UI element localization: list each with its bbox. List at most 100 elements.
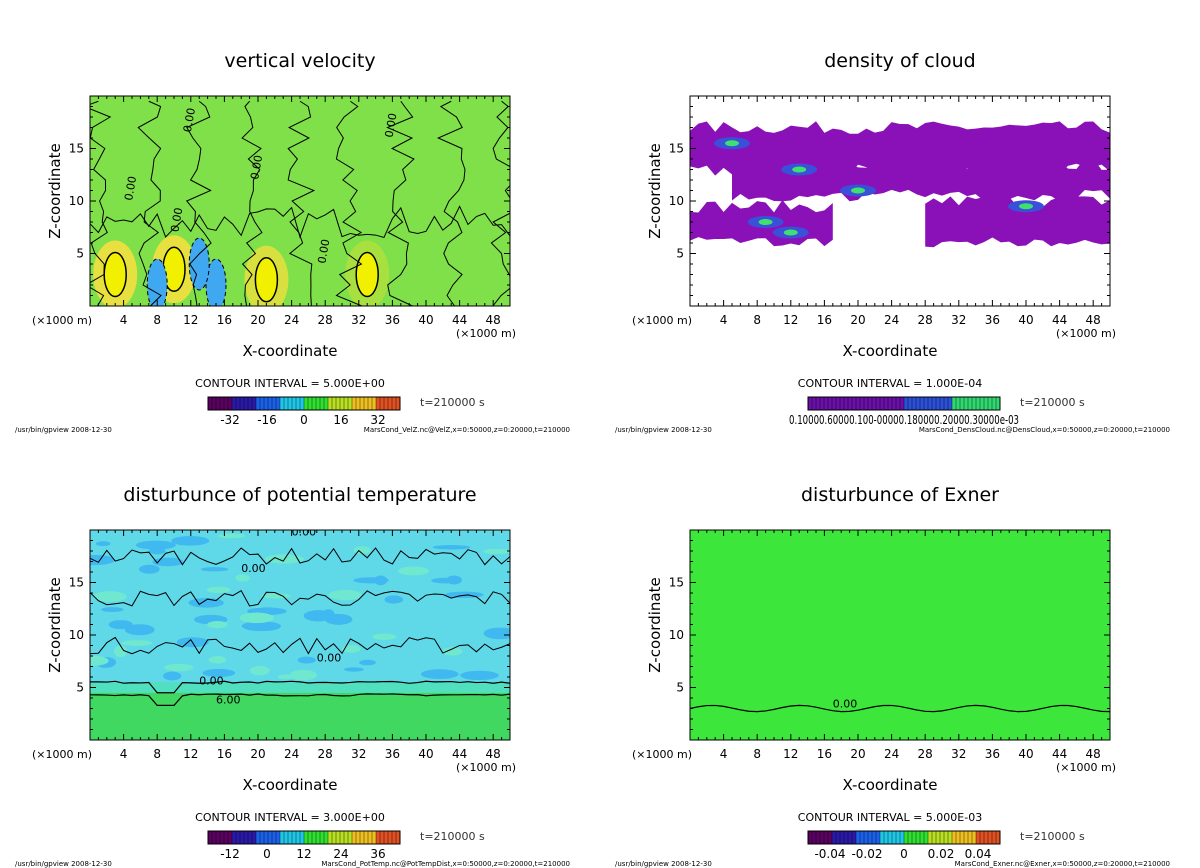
temperature-patch bbox=[92, 591, 127, 602]
temperature-patch bbox=[235, 574, 250, 582]
colorbar-cell bbox=[840, 831, 845, 844]
footer-right: MarsCond_DensCloud.nc@DensCloud,x=0:5000… bbox=[919, 426, 1170, 434]
temperature-patch bbox=[163, 671, 182, 681]
cloud-core-high bbox=[725, 140, 739, 147]
temperature-patch bbox=[372, 633, 397, 641]
colorbar-tick-label: 0.10000.60000.100-00000.180000.20000.300… bbox=[789, 413, 1019, 427]
colorbar-cell bbox=[824, 831, 829, 844]
colorbar-cell bbox=[216, 397, 221, 410]
colorbar-cell bbox=[232, 397, 237, 410]
temperature-patch bbox=[324, 613, 353, 625]
colorbar-cell bbox=[852, 831, 857, 844]
colorbar-cell bbox=[856, 831, 861, 844]
y-tick-label: 5 bbox=[76, 247, 84, 261]
colorbar-cell bbox=[316, 831, 321, 844]
x-tick-label: 20 bbox=[250, 747, 265, 761]
x-tick-label: 4 bbox=[720, 313, 728, 327]
colorbar-cell bbox=[396, 397, 401, 410]
colorbar-cell bbox=[376, 397, 381, 410]
x-tick-label: 8 bbox=[153, 313, 161, 327]
contour-line bbox=[287, 100, 316, 306]
colorbar-cell bbox=[348, 397, 353, 410]
colorbar-cell bbox=[880, 397, 885, 410]
x-tick-label: 24 bbox=[884, 313, 899, 327]
colorbar-cell bbox=[308, 831, 313, 844]
colorbar-cell bbox=[912, 397, 917, 410]
colorbar-cell bbox=[260, 397, 265, 410]
colorbar-cell bbox=[816, 397, 821, 410]
colorbar-cell bbox=[332, 397, 337, 410]
x-tick-label: 8 bbox=[753, 747, 761, 761]
colorbar-cell bbox=[328, 397, 333, 410]
colorbar-frame bbox=[807, 396, 1001, 411]
downdraft-cell bbox=[205, 258, 227, 306]
colorbar-cell bbox=[900, 831, 905, 844]
x-unit-right: (×1000 m) bbox=[1056, 327, 1116, 340]
colorbar-cell bbox=[276, 397, 281, 410]
colorbar-cell bbox=[232, 831, 237, 844]
contour-label: 0.00 bbox=[292, 525, 317, 538]
colorbar-cell bbox=[860, 831, 865, 844]
colorbar-cell bbox=[884, 397, 889, 410]
colorbar-cell bbox=[892, 831, 897, 844]
colorbar-cell bbox=[936, 831, 941, 844]
colorbar-tick-label: 32 bbox=[370, 413, 385, 427]
x-tick-label: 4 bbox=[720, 747, 728, 761]
colorbar-cell bbox=[812, 397, 817, 410]
colorbar-tick-label: 16 bbox=[333, 413, 348, 427]
x-tick-label: 28 bbox=[918, 313, 933, 327]
temperature-patch bbox=[328, 589, 362, 601]
temperature-patch bbox=[101, 607, 124, 612]
contour-label: 0.00 bbox=[241, 562, 266, 575]
colorbar-cell bbox=[892, 397, 897, 410]
contour-interval: CONTOUR INTERVAL = 5.000E-03 bbox=[798, 811, 982, 824]
temperature-patch bbox=[206, 586, 231, 594]
x-tick-label: 44 bbox=[452, 313, 467, 327]
contour-label: 0.00 bbox=[168, 207, 185, 233]
colorbar-cell bbox=[900, 397, 905, 410]
footer-left: /usr/bin/gpview 2008-12-30 bbox=[615, 426, 712, 434]
x-tick-label: 40 bbox=[418, 747, 433, 761]
x-unit-left: (×1000 m) bbox=[632, 314, 692, 327]
colorbar-cell bbox=[296, 397, 301, 410]
colorbar-cell bbox=[868, 831, 873, 844]
colorbar-cell bbox=[936, 397, 941, 410]
colorbar-cell bbox=[968, 831, 973, 844]
colorbar-cell bbox=[928, 397, 933, 410]
colorbar: -32 -16 0 16 32 bbox=[207, 396, 401, 427]
temperature-patch bbox=[90, 554, 115, 566]
colorbar-cell bbox=[288, 831, 293, 844]
x-tick-label: 32 bbox=[351, 313, 366, 327]
x-tick-label: 44 bbox=[452, 747, 467, 761]
colorbar-cell bbox=[276, 831, 281, 844]
colorbar-cell bbox=[932, 397, 937, 410]
colorbar-cell bbox=[860, 397, 865, 410]
cloud-core-high bbox=[758, 219, 773, 225]
x-tick-label: 16 bbox=[217, 747, 232, 761]
temperature-patch bbox=[241, 621, 281, 632]
temperature-patch bbox=[341, 645, 361, 653]
x-tick-label: 28 bbox=[318, 313, 333, 327]
temperature-patch bbox=[149, 547, 166, 555]
colorbar-cell bbox=[880, 831, 885, 844]
colorbar-cell bbox=[344, 397, 349, 410]
contour-label: 0.00 bbox=[199, 674, 224, 687]
y-tick-label: 5 bbox=[76, 681, 84, 695]
colorbar-cell bbox=[308, 397, 313, 410]
colorbar: -0.04 -0.02 0 0.02 0.04 bbox=[807, 830, 1001, 861]
colorbar-frame bbox=[207, 830, 401, 845]
temperature-patch bbox=[208, 656, 227, 664]
contour-line bbox=[137, 100, 162, 306]
colorbar-cell bbox=[272, 831, 277, 844]
y-tick-label: 15 bbox=[69, 142, 84, 156]
x-unit-left: (×1000 m) bbox=[32, 314, 92, 327]
colorbar-tick-label: 0.04 bbox=[965, 847, 992, 861]
colorbar-cell bbox=[344, 831, 349, 844]
colorbar-cell bbox=[824, 397, 829, 410]
colorbar-cell bbox=[212, 397, 217, 410]
temperature-patch bbox=[444, 591, 484, 598]
colorbar-cell bbox=[324, 397, 329, 410]
temperature-patch bbox=[442, 647, 463, 656]
y-tick-label: 15 bbox=[669, 142, 684, 156]
